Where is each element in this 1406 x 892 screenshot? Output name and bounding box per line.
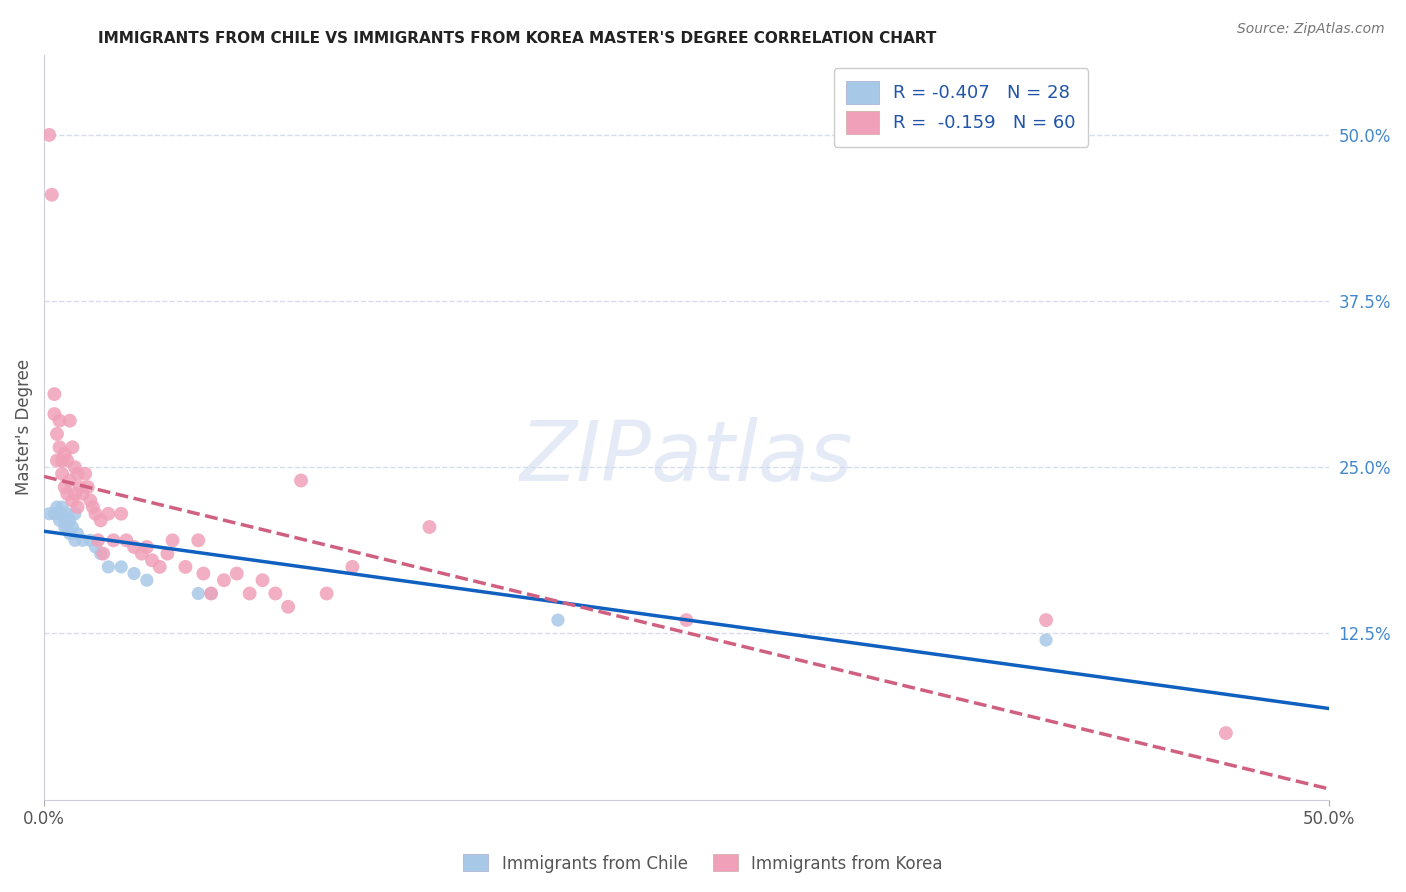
Point: [110, 507, 132, 521]
Point: [277, 599, 299, 614]
Point: [66, 526, 89, 541]
Point: [418, 520, 440, 534]
Point: [56, 507, 79, 521]
Point: [110, 560, 132, 574]
Point: [72, 487, 94, 501]
Point: [225, 566, 247, 581]
Point: [53, 447, 76, 461]
Point: [59, 526, 82, 541]
Point: [51, 467, 73, 481]
Point: [547, 613, 569, 627]
Point: [264, 586, 287, 600]
Point: [51, 453, 73, 467]
Point: [115, 533, 138, 548]
Point: [97, 507, 120, 521]
Point: [84, 540, 107, 554]
Point: [66, 500, 89, 514]
Point: [59, 474, 82, 488]
Point: [135, 540, 157, 554]
Point: [59, 513, 82, 527]
Point: [193, 566, 215, 581]
Point: [90, 513, 112, 527]
Point: [51, 500, 73, 514]
Legend: Immigrants from Chile, Immigrants from Korea: Immigrants from Chile, Immigrants from K…: [457, 847, 949, 880]
Point: [63, 533, 86, 548]
Point: [87, 533, 110, 548]
Point: [1035, 613, 1057, 627]
Point: [46, 500, 69, 514]
Point: [56, 487, 79, 501]
Point: [135, 573, 157, 587]
Point: [48, 440, 70, 454]
Point: [675, 613, 697, 627]
Point: [252, 573, 274, 587]
Point: [46, 427, 69, 442]
Point: [187, 586, 209, 600]
Point: [315, 586, 337, 600]
Point: [75, 467, 97, 481]
Point: [38, 507, 60, 521]
Point: [174, 560, 197, 574]
Point: [72, 533, 94, 548]
Point: [41, 187, 63, 202]
Point: [60, 493, 83, 508]
Point: [162, 533, 184, 548]
Point: [53, 513, 76, 527]
Point: [59, 414, 82, 428]
Point: [91, 547, 114, 561]
Point: [97, 560, 120, 574]
Point: [122, 566, 145, 581]
Point: [46, 453, 69, 467]
Point: [60, 520, 83, 534]
Point: [56, 453, 79, 467]
Point: [200, 586, 222, 600]
Point: [48, 513, 70, 527]
Text: ZIPatlas: ZIPatlas: [520, 417, 853, 498]
Point: [290, 474, 312, 488]
Point: [66, 467, 89, 481]
Point: [1215, 726, 1237, 740]
Point: [56, 520, 79, 534]
Point: [149, 560, 172, 574]
Point: [131, 547, 153, 561]
Point: [212, 573, 235, 587]
Point: [187, 533, 209, 548]
Point: [200, 586, 222, 600]
Point: [79, 493, 101, 508]
Text: Source: ZipAtlas.com: Source: ZipAtlas.com: [1237, 22, 1385, 37]
Point: [156, 547, 179, 561]
Point: [60, 440, 83, 454]
Point: [79, 533, 101, 548]
Point: [69, 480, 91, 494]
Point: [122, 540, 145, 554]
Text: IMMIGRANTS FROM CHILE VS IMMIGRANTS FROM KOREA MASTER'S DEGREE CORRELATION CHART: IMMIGRANTS FROM CHILE VS IMMIGRANTS FROM…: [98, 31, 936, 46]
Point: [63, 507, 86, 521]
Point: [51, 507, 73, 521]
Point: [84, 507, 107, 521]
Point: [82, 500, 104, 514]
Point: [48, 414, 70, 428]
Point: [53, 520, 76, 534]
Point: [342, 560, 364, 574]
Point: [76, 480, 98, 494]
Point: [38, 128, 60, 142]
Legend: R = -0.407   N = 28, R =  -0.159   N = 60: R = -0.407 N = 28, R = -0.159 N = 60: [834, 68, 1088, 147]
Point: [1035, 633, 1057, 648]
Point: [141, 553, 163, 567]
Point: [53, 480, 76, 494]
Point: [63, 460, 86, 475]
Point: [44, 407, 66, 421]
Y-axis label: Master's Degree: Master's Degree: [15, 359, 32, 495]
Point: [63, 487, 86, 501]
Point: [44, 387, 66, 401]
Point: [239, 586, 262, 600]
Point: [44, 507, 66, 521]
Point: [90, 547, 112, 561]
Point: [103, 533, 125, 548]
